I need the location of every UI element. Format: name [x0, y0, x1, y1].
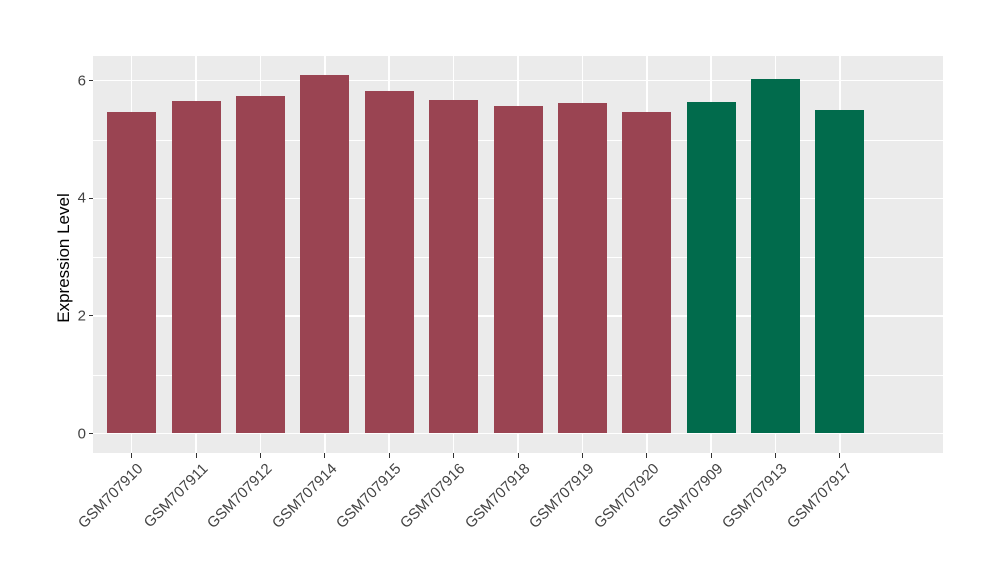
bar-GSM707912: [235, 95, 285, 434]
y-axis-title: Expression Level: [54, 193, 73, 323]
x-tick-label: GSM707915: [332, 460, 405, 532]
bar-GSM707909: [686, 101, 736, 434]
x-tick-mark: [259, 453, 261, 458]
bar-GSM707917: [815, 109, 865, 434]
x-tick-label: GSM707910: [75, 460, 147, 532]
x-tick-label: GSM707912: [204, 460, 276, 532]
y-tick-label: 0: [77, 425, 86, 442]
x-tick-mark: [324, 453, 326, 458]
bar-GSM707913: [751, 78, 801, 434]
bar-GSM707911: [171, 101, 221, 434]
bar-GSM707910: [107, 111, 157, 434]
y-tick-mark: [89, 80, 93, 82]
bar-GSM707919: [557, 103, 607, 434]
y-tick-label: 2: [77, 307, 86, 325]
x-tick-mark: [646, 453, 648, 458]
bar-GSM707918: [493, 105, 543, 434]
x-tick-label: GSM707920: [590, 460, 663, 532]
x-tick-label: GSM707917: [783, 460, 856, 532]
x-tick-mark: [710, 453, 712, 458]
x-tick-mark: [131, 453, 133, 458]
x-tick-mark: [453, 453, 455, 458]
x-tick-label: GSM707918: [461, 460, 534, 532]
x-tick-mark: [388, 453, 390, 458]
y-tick-label: 6: [77, 72, 86, 90]
y-tick-label: 4: [77, 189, 86, 207]
bar-GSM707920: [622, 111, 672, 434]
x-tick-label: GSM707911: [140, 460, 212, 532]
x-tick-mark: [775, 453, 777, 458]
x-tick-label: GSM707914: [268, 460, 341, 532]
x-tick-label: GSM707916: [397, 460, 469, 532]
x-tick-mark: [839, 453, 841, 458]
x-tick-mark: [517, 453, 519, 458]
bar-GSM707916: [429, 100, 479, 434]
y-tick-mark: [89, 315, 93, 317]
x-tick-label: GSM707919: [526, 460, 598, 532]
y-tick-mark: [89, 433, 93, 434]
x-tick-mark: [581, 453, 583, 458]
bar-GSM707915: [364, 90, 414, 434]
y-tick-mark: [89, 197, 93, 199]
plot-panel: [93, 56, 943, 453]
x-tick-label: GSM707913: [719, 460, 791, 532]
bar-GSM707914: [300, 74, 350, 434]
x-tick-mark: [195, 453, 197, 458]
x-tick-label: GSM707909: [654, 460, 727, 532]
